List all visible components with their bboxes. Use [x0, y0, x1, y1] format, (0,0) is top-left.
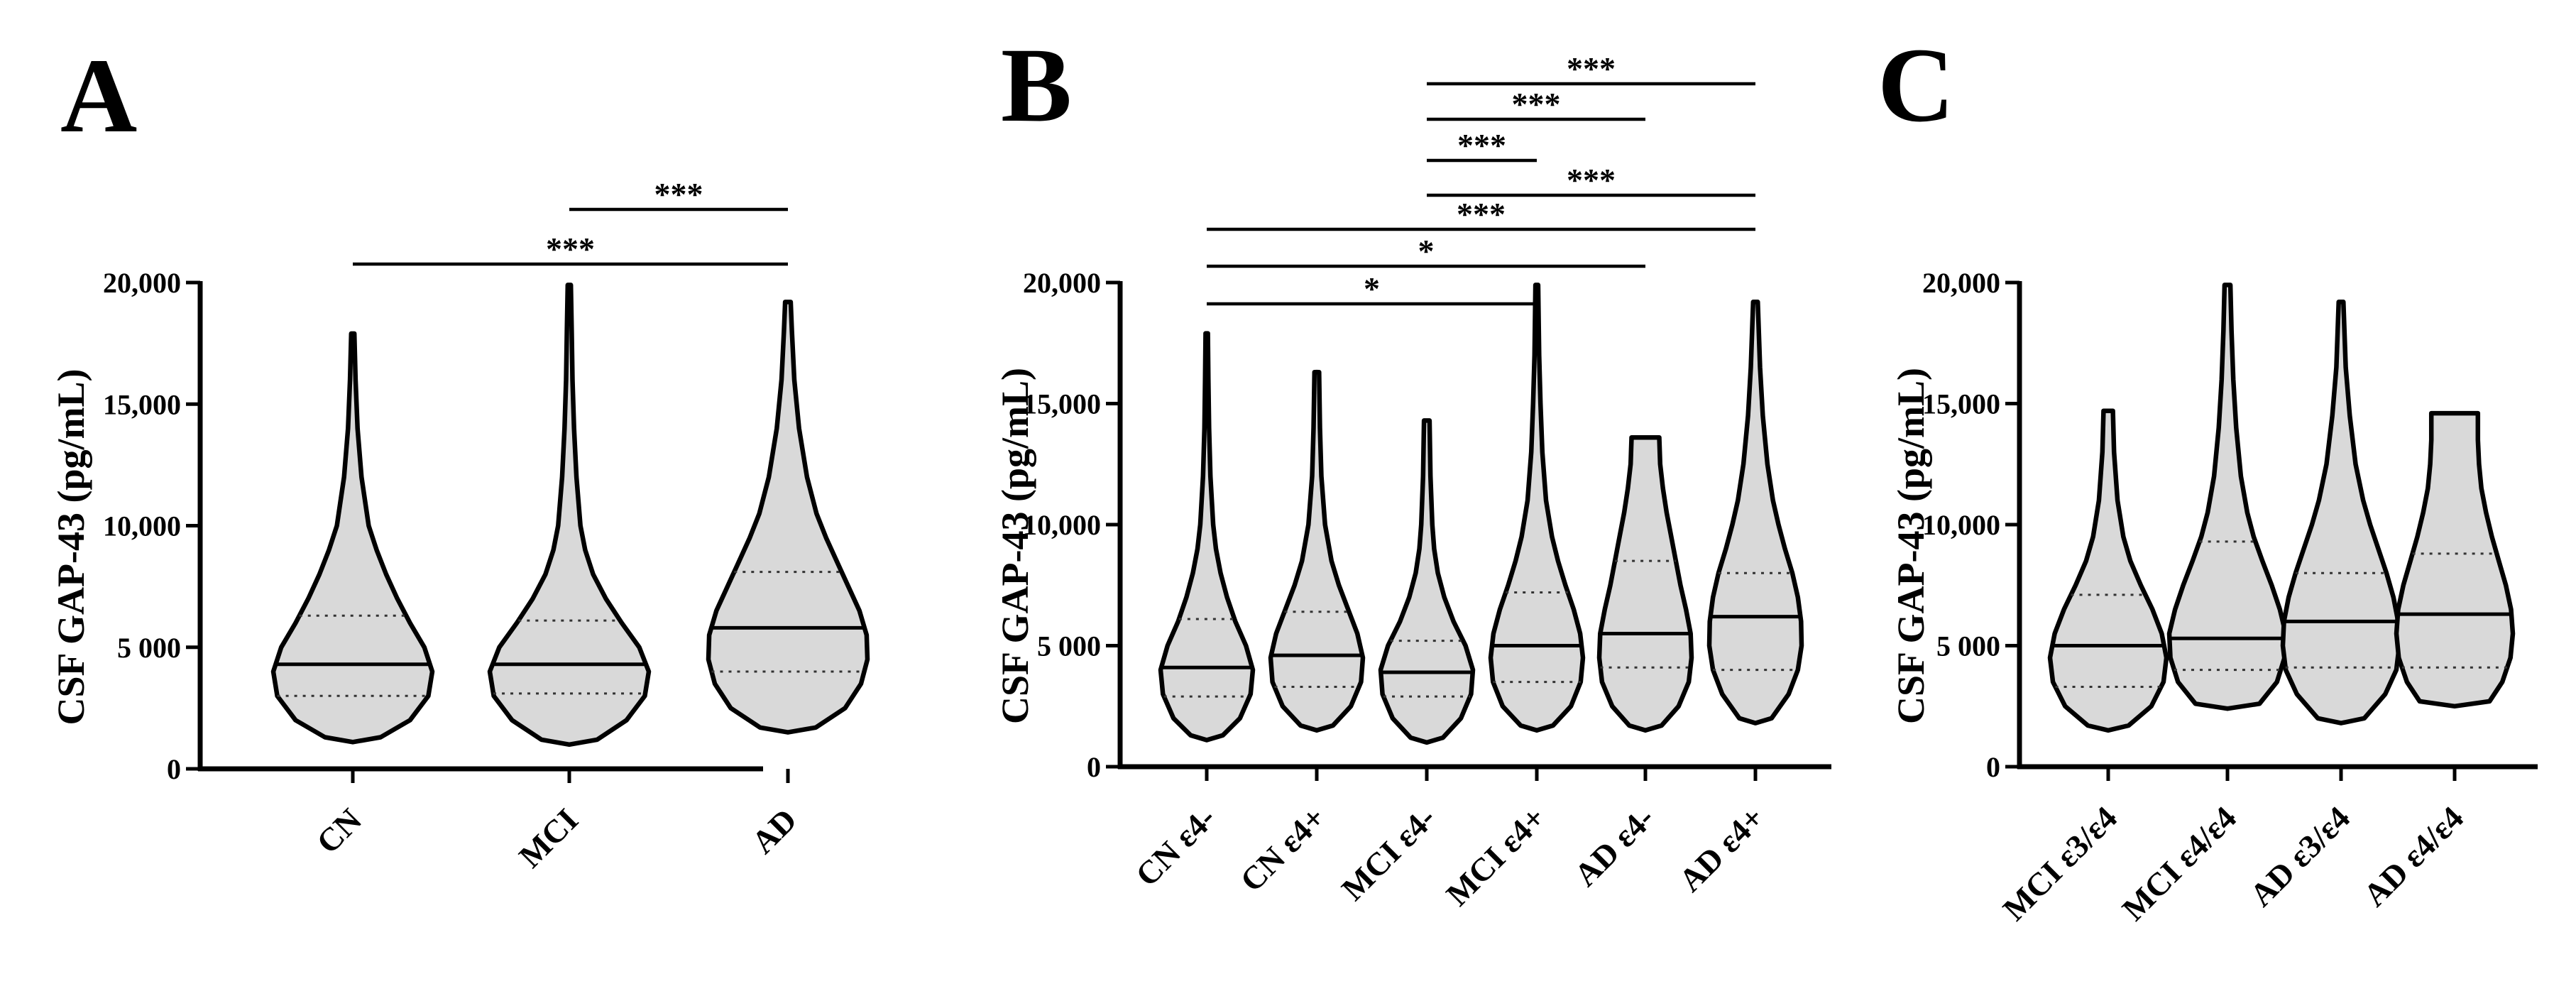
panel-letter-a: A [60, 37, 137, 155]
significance-label: * [1418, 233, 1435, 269]
violin-ad-e3-e4 [2280, 300, 2402, 726]
violin-mci-e4neg [1378, 418, 1476, 745]
x-tick-label-mci-e3-e4: MCI ε3/ε4 [1996, 799, 2124, 927]
violin-ad-e4-e4 [2394, 410, 2516, 709]
y-axis-title: CSF GAP-43 (pg/mL) [994, 368, 1036, 724]
y-tick-label: 20,000 [1023, 267, 1101, 299]
y-tick-label: 0 [1986, 751, 2000, 783]
violin-ad-e4neg [1596, 434, 1694, 733]
chart-panel-b: 0 5 000 10,000 15,000 20,000 CSF GAP-43 (pg/m… [994, 50, 1831, 913]
x-tick-label-ad-e4neg: AD ε4- [1567, 799, 1661, 893]
panel-letter-b: B [1001, 26, 1072, 144]
violin-cn [270, 331, 435, 745]
y-axis-title: CSF GAP-43 (pg/mL) [1890, 368, 1932, 724]
y-tick-label: 15,000 [103, 388, 181, 420]
violin-cn-e4pos [1268, 369, 1366, 733]
x-tick-label-ad-e4-e4: AD ε4/ε4 [2357, 799, 2471, 914]
x-tick-label-cn-e4neg: CN ε4- [1129, 799, 1222, 893]
violin-ad [706, 300, 870, 735]
y-tick-label: 5 000 [1936, 630, 2000, 662]
y-tick-label: 15,000 [1023, 388, 1101, 420]
significance-label: *** [1567, 162, 1616, 198]
violin-mci [487, 283, 652, 748]
violin-mci-e4-e4 [2166, 283, 2289, 711]
significance-label: *** [546, 231, 595, 267]
violin-mci-e3-e4 [2047, 408, 2169, 733]
y-axis-title: CSF GAP-43 (pg/mL) [50, 369, 92, 726]
significance-label: *** [654, 176, 703, 212]
significance-label: *** [1457, 127, 1506, 163]
y-tick-label: 15,000 [1922, 388, 2000, 420]
significance-label: *** [1457, 196, 1506, 232]
x-tick-label-ad-e4pos: AD ε4+ [1672, 799, 1771, 899]
violin-mci-e4pos [1488, 283, 1586, 733]
x-tick-label-cn: CN [309, 801, 368, 860]
y-tick-label: 10,000 [103, 510, 181, 542]
y-tick-label: 5 000 [1037, 630, 1101, 662]
y-tick-label: 0 [1087, 751, 1101, 783]
chart-panel-a: 0 5 000 10,000 15,000 20,000 CSF GAP-43 (pg/m… [50, 176, 870, 875]
significance-label: *** [1567, 50, 1616, 87]
y-tick-label: 10,000 [1922, 509, 2000, 541]
y-tick-label: 5 000 [117, 632, 181, 664]
x-tick-label-mci-e4pos: MCI ε4+ [1439, 799, 1552, 913]
significance-label: *** [1512, 86, 1561, 122]
violin-cn-e4neg [1158, 331, 1256, 743]
x-tick-label-ad-e3-e4: AD ε3/ε4 [2243, 799, 2357, 914]
x-tick-label-mci-e4-e4: MCI ε4/ε4 [2115, 799, 2243, 927]
panel-letter-c: C [1878, 26, 1954, 144]
y-tick-label: 10,000 [1023, 509, 1101, 541]
violin-ad-e4pos [1706, 300, 1804, 726]
x-tick-label-mci-e4neg: MCI ε4- [1334, 799, 1442, 907]
x-tick-label-mci: MCI [512, 801, 585, 875]
y-tick-label: 20,000 [1922, 267, 2000, 299]
y-tick-label: 20,000 [103, 267, 181, 299]
x-tick-label-ad: AD [745, 801, 804, 860]
chart-panel-c: 0 5 000 10,000 15,000 20,000 CSF GAP-43 (pg/m… [1890, 267, 2538, 927]
x-tick-label-cn-e4pos: CN ε4+ [1233, 799, 1332, 899]
y-tick-label: 0 [167, 753, 181, 785]
significance-label: * [1364, 270, 1380, 307]
